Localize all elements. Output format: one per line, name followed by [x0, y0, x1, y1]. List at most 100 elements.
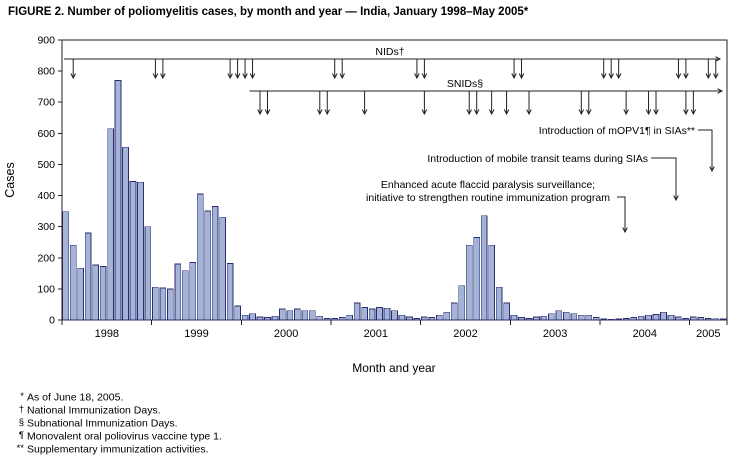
- x-year-label: 2002: [453, 328, 477, 340]
- bar: [294, 308, 301, 321]
- y-tick-label: 0: [49, 315, 55, 327]
- bar: [705, 318, 712, 321]
- bar: [241, 314, 249, 321]
- y-tick-label: 700: [37, 97, 55, 109]
- bar: [152, 286, 159, 321]
- bar: [167, 288, 174, 321]
- y-tick-label: 100: [37, 283, 55, 295]
- bar: [465, 244, 473, 321]
- down-arrowhead-icon: [675, 73, 682, 80]
- bar: [226, 263, 234, 321]
- bar: [338, 317, 346, 321]
- y-tick-label: 400: [37, 190, 55, 202]
- bar: [279, 308, 286, 321]
- down-arrowhead-icon: [600, 73, 607, 80]
- down-arrowhead-icon: [414, 73, 420, 80]
- bar: [540, 315, 548, 321]
- bar: [129, 181, 137, 321]
- polio-cases-chart: 0 100 200 300 400 500 600 700 800 900 1998 1999 2000…: [3, 35, 728, 375]
- bar: [196, 193, 204, 321]
- down-arrowhead-icon: [653, 109, 659, 116]
- x-year-label: 2003: [543, 328, 567, 340]
- down-arrowhead-icon: [503, 109, 510, 116]
- bar: [361, 307, 368, 321]
- bar: [428, 317, 436, 321]
- y-tick-label: 500: [37, 159, 55, 171]
- bar: [353, 302, 361, 321]
- bar: [256, 316, 264, 321]
- chart-generated-layer: 0 100 200 300 400 500 600 700 800 900 1998 1999 2000…: [37, 35, 728, 340]
- nids-label: NIDs†: [375, 46, 404, 58]
- bar: [458, 285, 466, 321]
- bar: [600, 318, 608, 321]
- bar: [563, 311, 570, 321]
- bar: [62, 211, 70, 321]
- annotation-arrows: [64, 56, 724, 234]
- y-tick-label: 600: [37, 128, 55, 140]
- footnote: † National Immunization Days.: [10, 404, 222, 417]
- bar: [144, 226, 152, 321]
- y-tick-label: 800: [37, 66, 55, 78]
- y-axis-label: Cases: [3, 162, 17, 197]
- down-arrowhead-icon: [466, 109, 472, 116]
- y-tick-label: 200: [37, 252, 55, 264]
- bar: [271, 315, 279, 321]
- x-year-label: 1999: [184, 328, 208, 340]
- down-arrowhead-icon: [473, 109, 480, 116]
- bar: [495, 286, 503, 321]
- right-arrowhead-icon: [715, 56, 722, 62]
- bar: [323, 318, 331, 321]
- down-arrowhead-icon: [615, 73, 622, 80]
- bar: [219, 216, 226, 321]
- footnote: * As of June 18, 2005.: [10, 391, 222, 404]
- bar: [122, 146, 129, 321]
- bar: [264, 317, 271, 321]
- bar: [510, 314, 518, 321]
- bar: [69, 244, 77, 321]
- down-arrowhead-icon: [361, 109, 368, 116]
- bar: [615, 318, 622, 321]
- down-arrowhead-icon: [324, 109, 330, 116]
- snids-label: SNIDs§: [447, 78, 483, 90]
- bar: [450, 302, 458, 321]
- down-arrowhead-icon: [526, 109, 532, 116]
- footnote-text: Subnational Immunization Days.: [27, 417, 178, 430]
- down-arrowhead-icon: [227, 73, 233, 80]
- mopv1-pointer: [698, 129, 713, 171]
- bar: [204, 210, 212, 321]
- down-arrowhead-icon: [234, 73, 241, 80]
- bar: [592, 317, 600, 321]
- bar: [436, 314, 443, 321]
- down-arrowhead-icon: [249, 73, 256, 80]
- down-arrowhead-icon: [488, 109, 495, 116]
- footnote-marker: **: [16, 442, 24, 454]
- transit-label: Introduction of mobile transit teams dur…: [427, 153, 648, 165]
- down-arrowhead-icon: [257, 109, 263, 116]
- down-arrowhead-icon: [705, 73, 712, 80]
- footnotes: * As of June 18, 2005. † National Immuniza…: [10, 391, 222, 456]
- down-arrowhead-icon: [518, 73, 525, 80]
- bar: [525, 318, 533, 321]
- bar: [637, 315, 645, 321]
- bar: [607, 319, 615, 321]
- bar: [383, 307, 391, 321]
- footnote-text: As of June 18, 2005.: [27, 391, 124, 404]
- bar: [488, 244, 495, 321]
- bar: [211, 206, 219, 321]
- bar: [667, 314, 675, 321]
- bar: [391, 310, 398, 321]
- bar: [249, 313, 256, 321]
- down-arrowhead-icon: [623, 109, 629, 116]
- bar: [652, 314, 660, 321]
- bar: [398, 314, 406, 321]
- down-arrowhead-icon: [586, 109, 592, 116]
- down-arrowhead-icon: [683, 109, 689, 116]
- bar: [301, 310, 309, 321]
- down-arrowhead-icon: [264, 109, 271, 116]
- footnote-marker: *: [20, 391, 24, 402]
- down-arrowhead-icon: [331, 73, 338, 80]
- x-year-label: 2000: [274, 328, 298, 340]
- bar: [503, 302, 510, 321]
- down-arrowhead-icon: [608, 73, 614, 80]
- y-tick-label: 900: [37, 35, 55, 47]
